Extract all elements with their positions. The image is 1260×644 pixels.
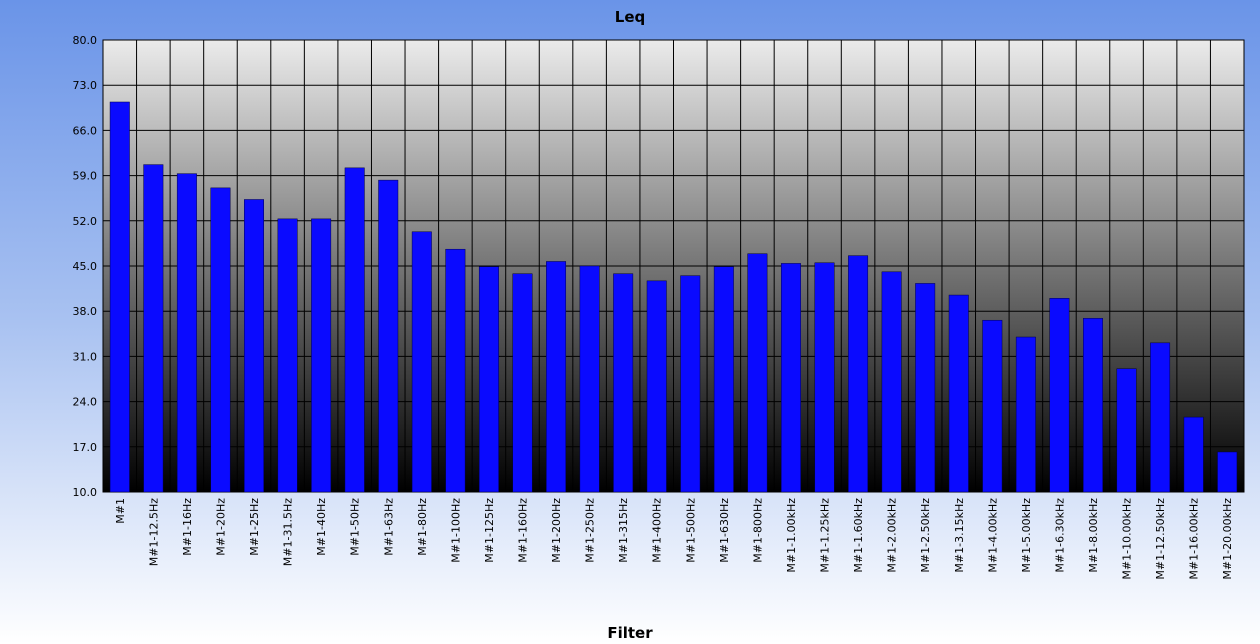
x-tick-label: M#1-3.15kHz (953, 498, 966, 573)
bar-M#1-100Hz (445, 248, 466, 493)
bar-M#1-5.00kHz (1015, 336, 1036, 493)
x-axis-title: Filter (607, 624, 653, 642)
x-tick-label: M#1-16.00kHz (1188, 498, 1201, 580)
bar-M#1-10.00kHz (1116, 368, 1137, 493)
y-tick-label: 66.0 (73, 124, 98, 137)
x-tick-label: M#1-630Hz (718, 498, 731, 563)
x-tick-label: M#1-80Hz (416, 498, 429, 556)
bar-M#1-6.30kHz (1049, 298, 1070, 493)
bar-M#1-31.5Hz (277, 218, 298, 493)
bar-M#1-16.00kHz (1183, 416, 1204, 493)
x-tick-label: M#1-160Hz (516, 498, 529, 563)
x-tick-label: M#1-800Hz (751, 498, 764, 563)
x-tick-label: M#1-12.5Hz (147, 498, 160, 566)
bar-M#1-125Hz (478, 266, 499, 493)
y-tick-label: 24.0 (73, 396, 98, 409)
bar-M#1-1.60kHz (848, 255, 869, 493)
x-tick-label: M#1-200Hz (550, 498, 563, 563)
y-tick-label: 73.0 (73, 79, 98, 92)
bar-M#1-63Hz (378, 179, 399, 493)
bar-M#1-160Hz (512, 273, 533, 493)
x-tick-label: M#1-50Hz (349, 498, 362, 556)
y-tick-label: 52.0 (73, 215, 98, 228)
y-tick-label: 45.0 (73, 260, 98, 273)
x-tick-label: M#1-10.00kHz (1121, 498, 1134, 580)
y-tick-label: 59.0 (73, 170, 98, 183)
bar-M#1-2.00kHz (881, 271, 902, 493)
x-tick-label: M#1-1.00kHz (785, 498, 798, 573)
bar-M#1-315Hz (613, 273, 634, 493)
y-tick-label: 31.0 (73, 350, 98, 363)
bar-M#1-40Hz (311, 218, 332, 493)
bar-M#1-12.50kHz (1150, 342, 1171, 493)
x-tick-label: M#1-12.50kHz (1154, 498, 1167, 580)
x-tick-label: M#1 (114, 498, 127, 524)
bar-M#1-400Hz (646, 280, 667, 493)
y-axis-ticks: 10.0 17.0 24.0 31.0 38.0 45.0 52.0 59.0 66.0 73.0… (73, 34, 98, 499)
bar-M#1-1.00kHz (780, 263, 801, 493)
bar-M#1-1.25kHz (814, 262, 835, 493)
x-tick-label: M#1-40Hz (315, 498, 328, 556)
x-tick-label: M#1-4.00kHz (986, 498, 999, 573)
x-tick-label: M#1-315Hz (617, 498, 630, 563)
bar-M#1-8.00kHz (1083, 318, 1103, 493)
y-tick-label: 80.0 (73, 34, 98, 47)
x-tick-label: M#1-25Hz (248, 498, 261, 556)
y-tick-label: 10.0 (73, 486, 98, 499)
x-tick-label: M#1-31.5Hz (282, 498, 295, 566)
x-tick-label: M#1-1.60kHz (852, 498, 865, 573)
bar-M#1-500Hz (680, 275, 701, 493)
bar-M#1-16Hz (176, 173, 197, 493)
bar-M#1-2.50kHz (915, 283, 936, 493)
x-tick-label: M#1-5.00kHz (1020, 498, 1033, 573)
x-tick-label: M#1-2.50kHz (919, 498, 932, 573)
x-tick-label: M#1-250Hz (584, 498, 597, 563)
bars (109, 101, 1238, 493)
x-tick-label: M#1-6.30kHz (1053, 498, 1066, 573)
x-tick-label: M#1-8.00kHz (1087, 498, 1100, 573)
x-tick-label: M#1-500Hz (684, 498, 697, 563)
bar-M#1-3.15kHz (948, 294, 969, 493)
x-tick-label: M#1-100Hz (449, 498, 462, 563)
bar-M#1-25Hz (244, 199, 264, 493)
y-tick-label: 38.0 (73, 305, 98, 318)
x-tick-label: M#1-20.00kHz (1221, 498, 1234, 580)
bar-M#1-50Hz (344, 167, 365, 493)
bar-M#1-20.00kHz (1217, 451, 1238, 493)
bar-M#1 (109, 101, 130, 493)
bar-M#1-12.5Hz (143, 164, 164, 493)
x-tick-label: M#1-400Hz (651, 498, 664, 563)
x-axis-ticks: M#1 M#1-12.5Hz M#1-16Hz M#1-20Hz M#1-25Hz M#1… (114, 498, 1234, 580)
x-tick-label: M#1-63Hz (382, 498, 395, 556)
bar-M#1-200Hz (546, 261, 567, 493)
x-tick-label: M#1-2.00kHz (886, 498, 899, 573)
y-tick-label: 17.0 (73, 441, 98, 454)
bar-M#1-800Hz (747, 253, 768, 493)
bar-M#1-80Hz (411, 231, 432, 493)
x-tick-label: M#1-16Hz (181, 498, 194, 556)
bar-M#1-4.00kHz (982, 319, 1003, 493)
bar-M#1-250Hz (579, 265, 600, 493)
bar-M#1-630Hz (713, 266, 734, 493)
x-tick-label: M#1-125Hz (483, 498, 496, 563)
x-tick-label: M#1-20Hz (214, 498, 227, 556)
chart-title: Leq (615, 8, 645, 26)
bar-M#1-20Hz (210, 187, 231, 493)
x-tick-label: M#1-1.25kHz (819, 498, 832, 573)
